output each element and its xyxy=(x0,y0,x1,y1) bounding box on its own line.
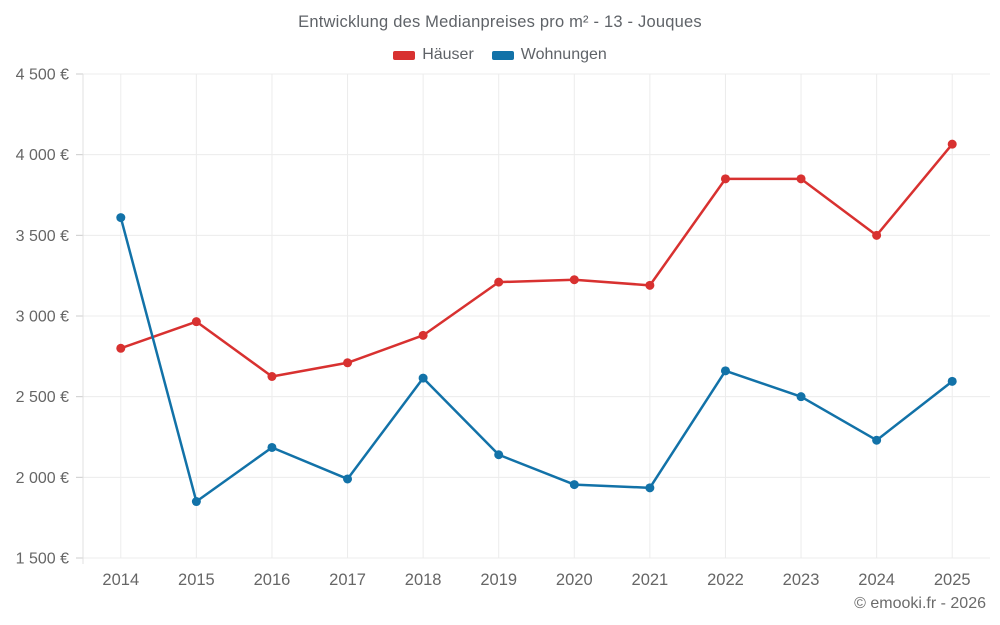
legend-item-haeuser[interactable]: Häuser xyxy=(393,46,474,64)
data-point-wohnungen-2016[interactable] xyxy=(267,442,277,452)
y-axis-label-4500: 4 500 € xyxy=(16,67,69,84)
data-point-wohnungen-2015[interactable] xyxy=(191,497,201,507)
y-axis-label-1500: 1 500 € xyxy=(16,551,69,568)
y-axis-label-3500: 3 500 € xyxy=(16,228,69,245)
data-point-haeuser-2022[interactable] xyxy=(720,174,730,184)
x-axis-label-2017: 2017 xyxy=(329,571,366,589)
chart-title: Entwicklung des Medianpreises pro m² - 1… xyxy=(298,13,702,31)
data-point-wohnungen-2025[interactable] xyxy=(947,376,957,386)
series-line-haeuser xyxy=(119,142,954,378)
data-point-wohnungen-2014[interactable] xyxy=(116,213,126,223)
x-axis-label-2022: 2022 xyxy=(707,571,744,589)
x-axis-label-2025: 2025 xyxy=(934,571,971,589)
data-point-haeuser-2015[interactable] xyxy=(191,317,201,327)
data-point-haeuser-2014[interactable] xyxy=(116,343,126,353)
data-point-wohnungen-2020[interactable] xyxy=(569,480,579,490)
series-line-wohnungen xyxy=(119,216,954,503)
data-point-wohnungen-2021[interactable] xyxy=(645,483,655,493)
x-axis-label-2019: 2019 xyxy=(480,571,517,589)
data-point-haeuser-2025[interactable] xyxy=(947,139,957,149)
data-point-wohnungen-2019[interactable] xyxy=(494,450,504,460)
data-point-haeuser-2024[interactable] xyxy=(872,230,882,240)
data-point-wohnungen-2017[interactable] xyxy=(343,474,353,484)
copyright-watermark: © emooki.fr - 2026 xyxy=(854,595,986,612)
data-point-wohnungen-2022[interactable] xyxy=(720,366,730,376)
y-axis-label-2000: 2 000 € xyxy=(16,470,69,487)
legend-swatch-haeuser-icon xyxy=(393,50,416,60)
x-axis-label-2016: 2016 xyxy=(254,571,291,589)
legend-label-haeuser: Häuser xyxy=(422,46,474,63)
x-axis-label-2014: 2014 xyxy=(102,571,139,589)
x-axis-label-2015: 2015 xyxy=(178,571,215,589)
data-point-haeuser-2023[interactable] xyxy=(796,174,806,184)
y-axis-label-4000: 4 000 € xyxy=(16,147,69,164)
y-axis-label-3000: 3 000 € xyxy=(16,309,69,326)
data-point-haeuser-2021[interactable] xyxy=(645,280,655,290)
data-point-haeuser-2016[interactable] xyxy=(267,372,277,381)
legend-label-wohnungen: Wohnungen xyxy=(520,46,607,63)
x-axis-label-2018: 2018 xyxy=(405,571,442,589)
x-axis-label-2020: 2020 xyxy=(556,571,593,589)
x-axis-label-2021: 2021 xyxy=(632,571,669,589)
data-point-haeuser-2019[interactable] xyxy=(494,277,504,287)
legend-item-wohnungen[interactable]: Wohnungen xyxy=(491,46,607,64)
data-point-wohnungen-2023[interactable] xyxy=(796,392,806,402)
data-point-haeuser-2017[interactable] xyxy=(343,358,353,368)
chart-legend: Häuser Wohnungen xyxy=(0,46,1000,64)
data-point-haeuser-2018[interactable] xyxy=(418,330,428,340)
data-point-wohnungen-2024[interactable] xyxy=(872,435,882,445)
x-axis-label-2023: 2023 xyxy=(783,571,820,589)
data-point-haeuser-2020[interactable] xyxy=(569,275,579,285)
y-axis-label-2500: 2 500 € xyxy=(16,389,69,406)
legend-swatch-wohnungen-icon xyxy=(491,50,514,60)
data-point-wohnungen-2018[interactable] xyxy=(418,373,428,383)
x-axis-label-2024: 2024 xyxy=(858,571,895,589)
